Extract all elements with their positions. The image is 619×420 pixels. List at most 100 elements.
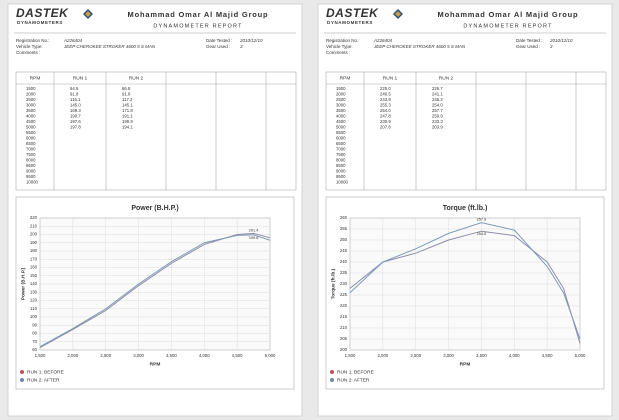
table-cell: 117.2 (122, 97, 133, 102)
chart-title: Power (B.H.P.) (131, 205, 178, 212)
y-tick-label: 90 (32, 322, 37, 327)
table-cell: 1500 (336, 86, 346, 91)
x-tick-label: 2,000 (377, 353, 388, 358)
y-tick-label: 220 (30, 215, 38, 220)
y-tick-label: 225 (340, 292, 348, 297)
table-cell: 194.1 (122, 125, 133, 130)
table-cell: 254.0 (380, 108, 391, 113)
y-tick-label: 140 (30, 281, 38, 286)
x-axis-label: RPM (460, 361, 471, 367)
logo-icon (395, 11, 401, 17)
table-cell: 9500 (336, 174, 346, 179)
table-cell: 4500 (26, 119, 36, 124)
table-cell: 145.1 (122, 103, 133, 108)
report-title: DYNAMOMETER REPORT (153, 23, 242, 29)
table-cell: 3000 (336, 103, 346, 108)
table-cell: 5500 (26, 130, 36, 135)
field-label: Comments : (326, 50, 350, 55)
y-tick-label: 100 (30, 314, 38, 319)
field-value: A226404 (63, 38, 83, 43)
table-cell: 2500 (336, 97, 346, 102)
y-tick-label: 205 (340, 336, 348, 341)
table-header: RPM (30, 75, 41, 81)
data-line (349, 230, 581, 344)
y-tick-label: 230 (340, 281, 348, 286)
table-cell: 191.1 (122, 114, 133, 119)
chart-frame (15, 196, 295, 390)
y-tick-label: 210 (340, 325, 348, 330)
table-cell: 91.8 (122, 92, 131, 97)
peak-annotation: 199.6 (249, 236, 259, 240)
x-tick-label: 3,000 (443, 353, 454, 358)
logo: DASTEK (326, 6, 379, 20)
table-cell: 10000 (336, 180, 349, 185)
table-frame (325, 71, 607, 191)
table-cell: 255.3 (380, 103, 391, 108)
field-value: 2010/12/10 (549, 38, 573, 43)
table-cell: 250.9 (432, 114, 443, 119)
table-cell: 6500 (26, 141, 36, 146)
table-cell: 247.8 (380, 114, 391, 119)
y-tick-label: 245 (340, 248, 348, 253)
table-cell: 9000 (336, 169, 346, 174)
y-tick-label: 120 (30, 298, 38, 303)
table-cell: 190.7 (70, 114, 81, 119)
field-value: 2010/12/10 (239, 38, 263, 43)
table-cell: 66.8 (122, 86, 131, 91)
table-cell: 203.9 (432, 125, 443, 130)
table-cell: 5000 (26, 125, 36, 130)
table-cell: 257.7 (432, 108, 443, 113)
x-tick-label: 4,000 (509, 353, 520, 358)
table-header: RUN 2 (439, 75, 454, 81)
table-cell: 246.2 (432, 97, 443, 102)
field-label: Vehicle Type: (326, 44, 353, 49)
legend-marker (20, 378, 24, 382)
x-tick-label: 3,000 (133, 353, 144, 358)
table-cell: 7500 (336, 152, 346, 157)
table-cell: 233.3 (432, 119, 443, 124)
x-tick-label: 2,000 (67, 353, 78, 358)
legend-label: RUN 2: AFTER (27, 377, 60, 383)
x-tick-label: 2,500 (100, 353, 111, 358)
legend-label: RUN 1: BEFORE (27, 369, 64, 375)
table-cell: 3500 (26, 108, 36, 113)
table-cell: 169.3 (70, 108, 81, 113)
x-tick-label: 2,500 (410, 353, 421, 358)
table-cell: 6500 (336, 141, 346, 146)
table-cell: 199.9 (122, 119, 133, 124)
legend-marker (20, 370, 24, 374)
peak-annotation: 254.0 (477, 232, 487, 236)
company-name: Mohammad Omar Al Majid Group (128, 10, 269, 19)
y-axis-label: Power (B.H.P.) (20, 267, 26, 300)
table-cell: 5000 (336, 125, 346, 130)
table-cell: 116.1 (70, 97, 81, 102)
y-tick-label: 200 (340, 347, 348, 352)
table-header: RPM (340, 75, 351, 81)
peak-annotation: 257.9 (477, 218, 487, 222)
table-cell: 64.5 (70, 86, 79, 91)
chart-frame (325, 196, 605, 390)
table-cell: 6000 (336, 136, 346, 141)
table-cell: 5500 (336, 130, 346, 135)
y-tick-label: 130 (30, 289, 38, 294)
y-tick-label: 170 (30, 256, 38, 261)
x-tick-label: 5,000 (265, 353, 276, 358)
table-cell: 226.7 (432, 86, 443, 91)
table-cell: 9000 (26, 169, 36, 174)
table-header: RUN 1 (73, 75, 88, 81)
table-cell: 230.9 (380, 119, 391, 124)
table-cell: 243.9 (380, 97, 391, 102)
table-cell: 7000 (336, 147, 346, 152)
table-cell: 8000 (26, 158, 36, 163)
table-cell: 197.6 (70, 119, 81, 124)
y-tick-label: 215 (340, 314, 348, 319)
table-cell: 7500 (26, 152, 36, 157)
logo-sub: DYNAMOMETERS (327, 20, 373, 25)
y-tick-label: 255 (340, 226, 348, 231)
field-label: Gear Used : (516, 44, 540, 49)
table-cell: 8500 (336, 163, 346, 168)
x-tick-label: 1,500 (35, 353, 46, 358)
table-header: RUN 1 (383, 75, 398, 81)
y-tick-label: 235 (340, 270, 348, 275)
